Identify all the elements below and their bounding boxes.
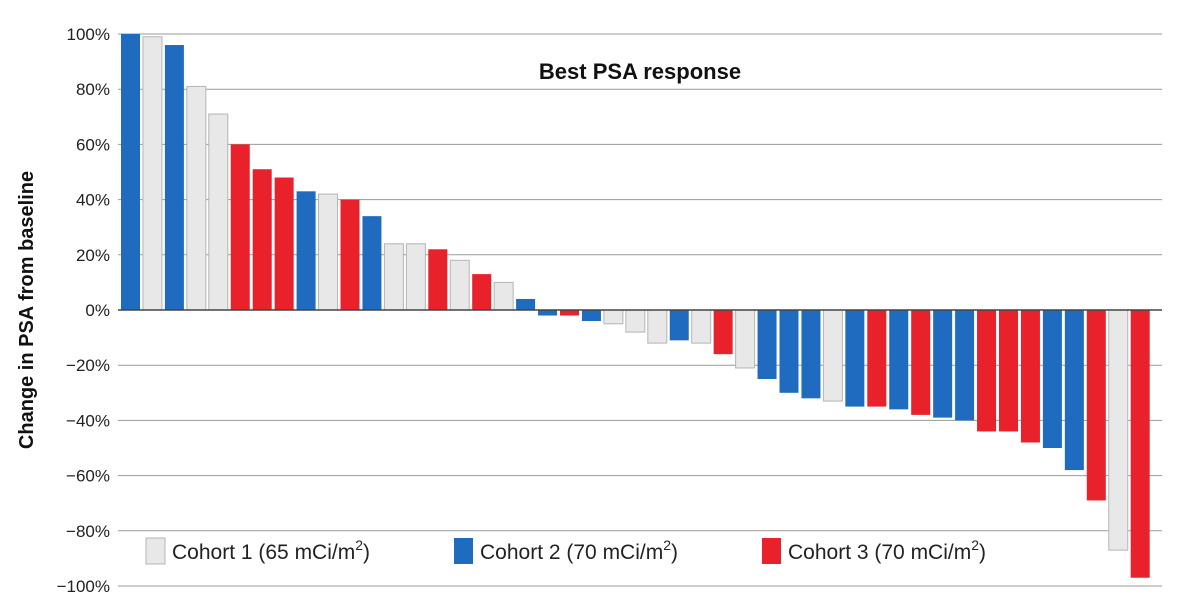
bar <box>779 310 799 393</box>
y-tick-label: −60% <box>66 467 110 486</box>
bar <box>1064 310 1084 471</box>
bar <box>164 45 184 310</box>
y-tick-label: 0% <box>85 301 110 320</box>
bar <box>647 309 668 344</box>
bar <box>757 310 777 379</box>
bar <box>1130 310 1150 578</box>
bar <box>296 191 316 310</box>
y-axis-ticks: 100% 80% 60% 40% 20% 0% −20% −40% −60% −80% −100% <box>57 25 110 596</box>
bar <box>1108 309 1129 551</box>
bar <box>340 199 360 310</box>
bar <box>822 309 843 402</box>
bar <box>252 169 272 310</box>
bar <box>625 309 646 333</box>
y-tick-label: −40% <box>66 411 110 430</box>
bar <box>472 274 492 310</box>
legend-swatch <box>454 538 473 564</box>
y-tick-label: 60% <box>76 135 110 154</box>
bar <box>538 310 558 316</box>
y-tick-label: 80% <box>76 80 110 99</box>
bar <box>691 309 712 344</box>
legend-label: Cohort 1 (65 mCi/m2) <box>172 537 370 564</box>
bar <box>142 36 163 311</box>
bar <box>867 310 887 407</box>
bar <box>911 310 931 415</box>
y-tick-label: −80% <box>66 522 110 541</box>
legend: Cohort 1 (65 mCi/m2) Cohort 2 (70 mCi/m2)… <box>145 537 986 565</box>
bar <box>560 310 579 316</box>
bar <box>603 309 624 325</box>
bar <box>999 310 1018 432</box>
y-tick-label: −20% <box>66 356 110 375</box>
legend-swatch <box>762 538 781 564</box>
bar <box>889 310 909 410</box>
legend-swatch <box>145 537 166 565</box>
bar <box>362 216 382 310</box>
bar <box>449 259 470 311</box>
bar <box>713 310 733 355</box>
bar <box>735 309 756 369</box>
y-tick-label: 20% <box>76 246 110 265</box>
bar <box>516 298 536 310</box>
bar <box>208 113 229 311</box>
bar <box>669 310 689 341</box>
bar <box>383 243 404 311</box>
bar <box>801 310 821 399</box>
bar <box>581 310 601 322</box>
bar <box>845 310 865 407</box>
bar <box>493 281 514 311</box>
bars <box>121 34 1150 578</box>
chart-title: Best PSA response <box>539 59 741 84</box>
bar <box>318 193 339 311</box>
bar <box>955 310 975 421</box>
bar <box>933 310 953 418</box>
bar <box>1042 310 1062 448</box>
legend-label: Cohort 2 (70 mCi/m2) <box>480 537 678 564</box>
bar <box>428 249 448 310</box>
bar <box>274 177 294 310</box>
y-axis-label: Change in PSA from baseline <box>16 171 38 449</box>
y-tick-label: −100% <box>57 577 110 596</box>
bar <box>977 310 997 432</box>
bar <box>1086 310 1106 501</box>
bar <box>1020 310 1040 443</box>
y-tick-label: 100% <box>67 25 110 44</box>
bar <box>405 243 426 311</box>
y-tick-label: 40% <box>76 191 110 210</box>
bar <box>186 85 207 311</box>
bar <box>230 144 250 310</box>
bar <box>121 34 140 310</box>
legend-label: Cohort 3 (70 mCi/m2) <box>788 537 986 564</box>
